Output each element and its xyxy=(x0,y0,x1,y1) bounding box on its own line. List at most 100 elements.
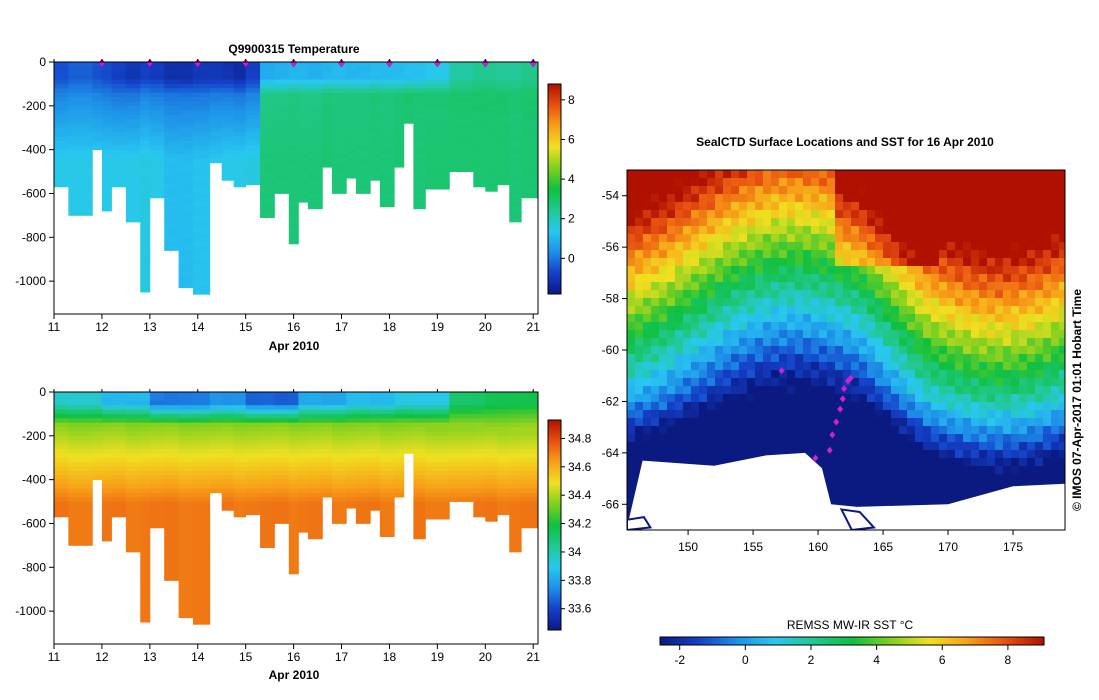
temperature-cell xyxy=(521,167,539,172)
salinity-cell xyxy=(449,418,474,424)
sst-cell xyxy=(627,498,636,507)
temperature-cell xyxy=(125,175,141,181)
salinity-cell xyxy=(413,400,426,406)
colorbar-tick-label: 34 xyxy=(568,545,582,559)
temperature-cell xyxy=(485,79,498,85)
sst-cell xyxy=(755,442,764,451)
temperature-cell xyxy=(149,62,165,67)
temperature-cell xyxy=(54,110,69,115)
sst-cell xyxy=(763,362,772,371)
sst-cell xyxy=(899,218,908,227)
temperature-cell xyxy=(140,272,151,278)
sst-cell xyxy=(1051,194,1060,203)
temperature-cell xyxy=(425,105,450,111)
salinity-cell xyxy=(125,519,141,524)
temperature-cell xyxy=(178,237,194,243)
temperature-cell xyxy=(497,83,510,89)
temperature-cell xyxy=(322,83,333,89)
sst-cell xyxy=(891,170,900,179)
temperature-cell xyxy=(473,145,486,151)
temperature-cell xyxy=(322,66,333,72)
temperature-cell xyxy=(370,105,381,111)
salinity-cell xyxy=(274,400,290,406)
temperature-cell xyxy=(403,114,414,120)
sst-cell xyxy=(1011,450,1020,459)
temperature-cell xyxy=(101,171,112,177)
sst-cell xyxy=(1051,290,1060,299)
salinity-cell xyxy=(298,523,309,529)
temperature-cell xyxy=(164,232,179,238)
sst-cell xyxy=(819,426,828,435)
sst-cell xyxy=(763,442,772,451)
sst-cell xyxy=(627,322,636,331)
temperature-cell xyxy=(178,281,194,286)
temperature-cell xyxy=(245,149,261,155)
sst-cell xyxy=(883,202,892,211)
salinity-cell xyxy=(178,523,194,529)
salinity-cell xyxy=(149,413,165,419)
sst-cell xyxy=(659,330,668,339)
sst-cell xyxy=(899,410,908,419)
salinity-panel: 11 12 13 14 15 16 17 18 19 20 210-200-400-600-800-… xyxy=(15,385,591,682)
sst-cell xyxy=(923,178,932,187)
sst-cell xyxy=(979,434,988,443)
salinity-cell xyxy=(403,427,414,432)
temperature-cell xyxy=(209,123,223,129)
sst-cell xyxy=(1035,410,1044,419)
sst-cell xyxy=(1003,450,1012,459)
sst-cell xyxy=(739,434,748,443)
salinity-cell xyxy=(379,514,395,520)
sst-cell xyxy=(931,186,940,195)
salinity-cell xyxy=(355,462,371,467)
sst-cell xyxy=(851,410,860,419)
sst-cell xyxy=(779,434,788,443)
temperature-cell xyxy=(164,228,179,234)
salinity-cell xyxy=(394,392,405,397)
sst-cell xyxy=(995,362,1004,371)
salinity-cell xyxy=(298,422,309,428)
sst-cell xyxy=(667,250,676,259)
sst-cell xyxy=(947,218,956,227)
sst-cell xyxy=(971,218,980,227)
salinity-cell xyxy=(111,510,127,516)
sst-cell xyxy=(763,186,772,195)
sst-cell xyxy=(1003,298,1012,307)
sst-cell xyxy=(779,242,788,251)
sst-cell xyxy=(867,210,876,219)
sst-cell xyxy=(843,498,852,507)
temperature-cell xyxy=(288,97,299,102)
salinity-cell xyxy=(288,418,299,424)
sst-cell xyxy=(787,434,796,443)
sst-cell xyxy=(787,202,796,211)
temperature-cell xyxy=(68,211,93,216)
sst-cell xyxy=(971,170,980,179)
temperature-cell xyxy=(92,140,103,146)
sst-cell xyxy=(971,386,980,395)
sst-cell xyxy=(779,186,788,195)
salinity-cell xyxy=(164,514,179,520)
salinity-cell xyxy=(192,501,211,507)
sst-cell xyxy=(707,378,716,387)
salinity-cell xyxy=(233,405,247,410)
temperature-cell xyxy=(149,171,165,177)
sst-cell xyxy=(803,362,812,371)
temperature-cell xyxy=(260,149,275,155)
temperature-cell xyxy=(192,140,211,146)
temperature-cell xyxy=(379,97,395,102)
temperature-cell xyxy=(394,79,405,85)
sst-cell xyxy=(651,450,660,459)
sst-cell xyxy=(1043,434,1052,443)
salinity-cell xyxy=(379,505,395,511)
salinity-cell xyxy=(322,444,333,450)
temperature-cell xyxy=(322,75,333,80)
salinity-cell xyxy=(473,497,486,502)
sst-cell xyxy=(755,370,764,379)
temperature-cell xyxy=(307,110,323,115)
salinity-cell xyxy=(140,462,151,467)
sst-cell xyxy=(691,234,700,243)
sst-cell xyxy=(627,490,636,499)
sst-cell xyxy=(699,170,708,179)
temperature-cell xyxy=(164,154,179,159)
sst-cell xyxy=(835,178,844,187)
temperature-cell xyxy=(370,97,381,102)
